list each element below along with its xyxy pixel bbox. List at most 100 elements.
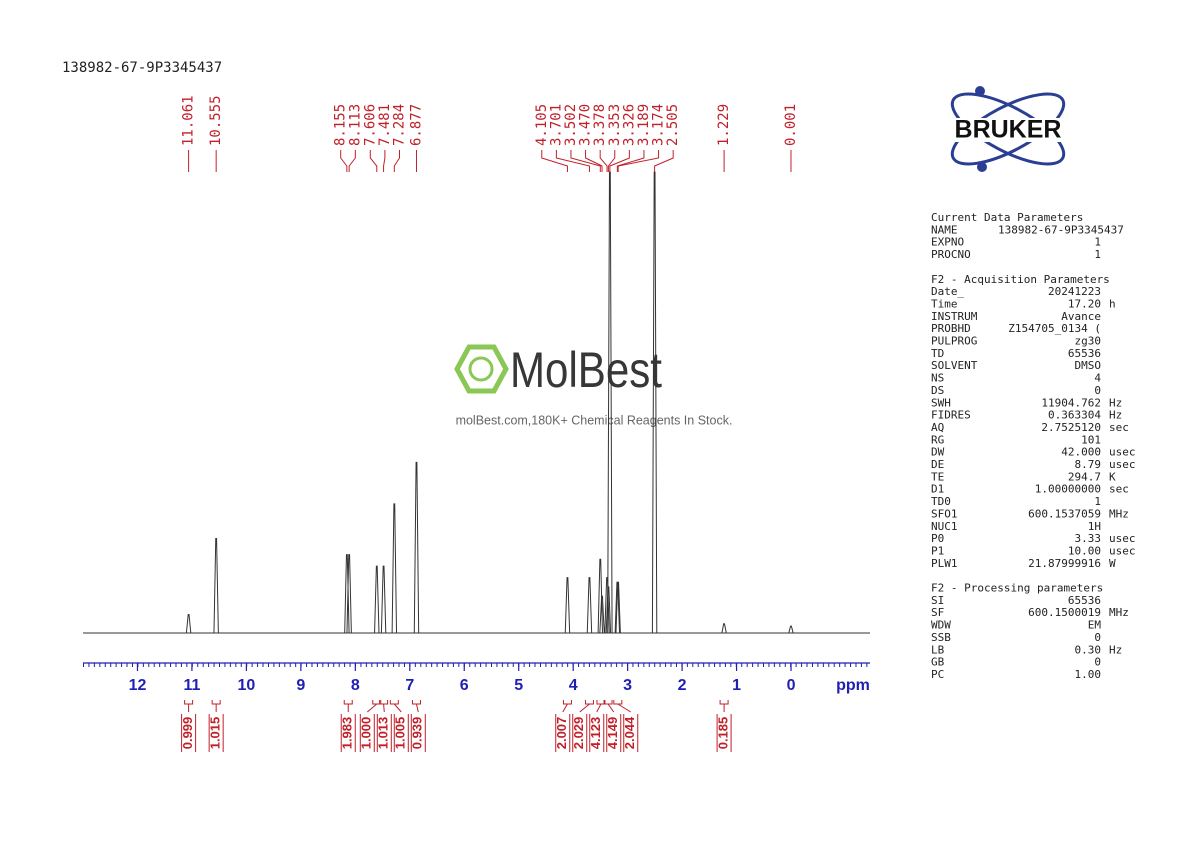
peak (788, 625, 794, 634)
x-tick-label: 4 (569, 677, 578, 694)
peak-label: 11.061 (181, 95, 197, 146)
param-name: Time (931, 297, 958, 310)
integral-label: 2.007 (554, 717, 569, 750)
integral-label: 1.005 (393, 717, 408, 750)
param-value: 1.00000000 (1035, 483, 1101, 496)
peak-label: 3.189 (636, 104, 652, 146)
param-value: 0.30 (1075, 643, 1102, 656)
peak-label: 8.113 (347, 104, 363, 146)
param-name: P1 (931, 544, 944, 557)
param-value: Z154705_0134 ( (1008, 322, 1101, 335)
peak (413, 461, 420, 634)
peak-label: 2.505 (665, 104, 681, 146)
param-name: PC (931, 668, 944, 681)
peak-label: 3.378 (592, 104, 608, 146)
peak-label-connector (383, 150, 386, 172)
param-name: LB (931, 643, 945, 656)
peak-label-connector (340, 150, 348, 172)
param-name: SFO1 (931, 507, 958, 520)
integral-bracket (376, 700, 392, 752)
param-unit: W (1109, 557, 1116, 570)
peak-label-connector (348, 150, 356, 172)
integral-label: 2.029 (571, 717, 586, 750)
peak-label: 8.155 (333, 104, 349, 146)
integral-bracket (572, 700, 594, 752)
param-value: 42.000 (1061, 446, 1101, 459)
peak (586, 577, 593, 634)
param-value: 1 (1094, 248, 1101, 261)
peak-label-connector (617, 150, 660, 172)
bruker-logo: BRUKER (925, 86, 1091, 172)
watermark: MolBest molBest.com,180K+ Chemical Reage… (454, 342, 733, 427)
integral-bracket (181, 700, 197, 752)
param-unit: usec (1109, 532, 1136, 545)
param-name: PULPROG (931, 335, 977, 348)
peak-label-connector (570, 150, 601, 172)
peak-label-connector (654, 150, 674, 172)
watermark-tagline: molBest.com,180K+ Chemical Reagents In S… (456, 413, 733, 427)
param-name: INSTRUM (931, 310, 978, 323)
param-value: 0 (1094, 384, 1101, 397)
peak (391, 503, 398, 634)
param-value: 11904.762 (1041, 396, 1101, 409)
param-value: 21.87999916 (1028, 557, 1101, 570)
peak (651, 171, 658, 634)
peak-label: 6.877 (408, 104, 424, 146)
peak (185, 614, 192, 634)
integral-label: 1.013 (376, 717, 391, 750)
integral-bracket (589, 700, 606, 752)
param-name: NS (931, 372, 944, 385)
peak-label: 7.481 (377, 104, 393, 146)
param-value: 0.363304 (1048, 409, 1101, 422)
param-value: EM (1088, 619, 1102, 632)
param-value: 1 (1094, 495, 1101, 508)
param-name: P0 (931, 532, 944, 545)
param-name: EXPNO (931, 236, 964, 249)
peak (721, 623, 727, 634)
param-value: 600.1500019 (1028, 606, 1101, 619)
param-name: RG (931, 433, 944, 446)
logo-back (925, 118, 1091, 142)
logo-dot (977, 162, 987, 172)
peak-label-connector (607, 150, 616, 172)
integral-bracket (340, 700, 356, 752)
peak-label: 1.229 (716, 104, 732, 146)
param-value: Avance (1061, 310, 1101, 323)
watermark-name: MolBest (510, 342, 662, 398)
param-name: AQ (931, 421, 944, 434)
param-name: SSB (931, 631, 951, 644)
integral-bracket (555, 700, 572, 752)
x-tick-label: 7 (405, 677, 414, 694)
param-value: 17.20 (1068, 297, 1101, 310)
param-value: 0 (1094, 656, 1101, 669)
peak-label-connector (393, 150, 400, 172)
integral-label: 4.149 (605, 717, 620, 750)
logo-orbit (950, 92, 1066, 166)
peak-label: 7.284 (391, 104, 407, 146)
param-name: GB (931, 656, 945, 669)
peak (607, 171, 613, 634)
peak-label: 3.502 (563, 104, 579, 146)
peak (615, 581, 621, 634)
param-name: Date_ (931, 285, 964, 298)
x-tick-label: 11 (183, 677, 200, 694)
peak (213, 537, 219, 634)
peak-label-connector (599, 150, 608, 172)
param-name: WDW (931, 619, 951, 632)
param-name: SWH (931, 396, 951, 409)
param-section-title: F2 - Processing parameters (931, 582, 1103, 595)
param-unit: h (1109, 297, 1116, 310)
peak (564, 577, 571, 634)
param-name: DS (931, 384, 944, 397)
param-unit: sec (1109, 421, 1129, 434)
param-value: 0 (1094, 631, 1101, 644)
x-tick-label: 3 (623, 677, 632, 694)
param-value: 20241223 (1048, 285, 1101, 298)
param-value: 600.1537059 (1028, 507, 1101, 520)
param-value: 1.00 (1075, 668, 1102, 681)
param-name: D1 (931, 483, 944, 496)
x-tick-label: 10 (237, 677, 255, 694)
peak (605, 586, 612, 634)
param-name: TE (931, 470, 944, 483)
param-value: 1H (1088, 520, 1101, 533)
